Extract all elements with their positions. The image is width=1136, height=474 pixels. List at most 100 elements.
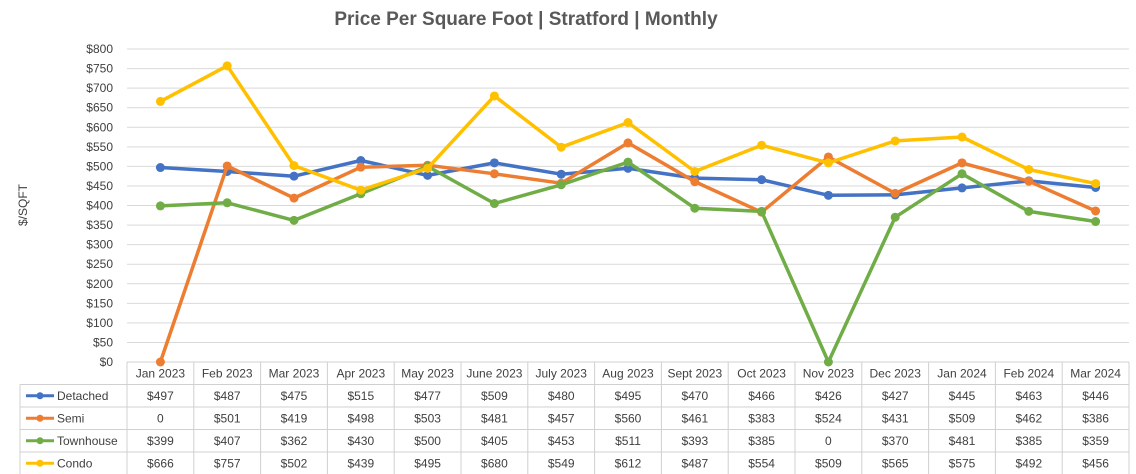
table-cell: $466 [748, 389, 775, 403]
table-cell: $463 [1015, 389, 1042, 403]
y-tick-label: $300 [86, 238, 113, 252]
data-point-condo [356, 185, 366, 195]
category-label: Mar 2024 [1070, 366, 1121, 380]
table-cell: $362 [281, 434, 308, 448]
table-cell: $431 [882, 411, 909, 425]
series-name: Townhouse [57, 434, 118, 448]
data-point-semi [957, 158, 967, 168]
y-tick-label: $200 [86, 277, 113, 291]
data-point-detached [757, 175, 767, 185]
y-tick-label: $800 [86, 42, 113, 56]
data-point-semi [1024, 176, 1034, 186]
table-cell: $560 [615, 411, 642, 425]
table-cell: $427 [882, 389, 909, 403]
table-cell: $509 [949, 411, 976, 425]
data-point-condo [890, 136, 900, 146]
table-cell: $386 [1082, 411, 1109, 425]
series-lines [155, 61, 1101, 367]
table-cell: $495 [615, 389, 642, 403]
y-tick-label: $550 [86, 140, 113, 154]
category-label: Jan 2024 [937, 366, 987, 380]
table-cell: 0 [157, 411, 164, 425]
category-label: Apr 2023 [336, 366, 385, 380]
y-tick-label: $350 [86, 218, 113, 232]
table-cell: $497 [147, 389, 174, 403]
data-point-semi [1091, 206, 1101, 216]
data-point-semi [356, 162, 366, 172]
data-point-semi [623, 138, 633, 148]
data-point-condo [690, 166, 700, 176]
data-point-semi [489, 169, 499, 179]
table-cell: $495 [414, 456, 441, 470]
data-point-townhouse [757, 206, 767, 216]
table-cell: $407 [214, 434, 241, 448]
y-tick-label: $750 [86, 62, 113, 76]
data-point-townhouse [222, 198, 232, 208]
category-label: Dec 2023 [870, 366, 922, 380]
data-point-semi [155, 357, 165, 367]
table-cell: $757 [214, 456, 241, 470]
legend-key-marker [36, 392, 44, 400]
gridlines [127, 48, 1129, 363]
table-cell: 0 [825, 434, 832, 448]
table-cell: $503 [414, 411, 441, 425]
table-cell: $666 [147, 456, 174, 470]
category-label: Feb 2023 [202, 366, 253, 380]
category-label: June 2023 [466, 366, 522, 380]
data-point-semi [890, 188, 900, 198]
table-cell: $385 [1015, 434, 1042, 448]
y-axis-label: $/SQFT [16, 183, 30, 226]
category-label: Aug 2023 [602, 366, 654, 380]
series-line-townhouse [158, 160, 1098, 364]
table-cell: $456 [1082, 456, 1109, 470]
table-cell: $565 [882, 456, 909, 470]
table-cell: $524 [815, 411, 842, 425]
data-point-detached [423, 170, 433, 180]
data-point-condo [289, 161, 299, 171]
table-cell: $554 [748, 456, 775, 470]
data-point-detached [823, 190, 833, 200]
y-tick-label: $500 [86, 159, 113, 173]
data-point-semi [690, 177, 700, 187]
table-cell: $385 [748, 434, 775, 448]
table-cell: $453 [548, 434, 575, 448]
legend-key-marker [36, 459, 44, 467]
table-cell: $393 [681, 434, 708, 448]
data-point-detached [289, 171, 299, 181]
data-point-townhouse [823, 357, 833, 367]
data-point-detached [957, 183, 967, 193]
data-point-semi [289, 193, 299, 203]
data-point-townhouse [155, 201, 165, 211]
data-point-townhouse [690, 203, 700, 213]
y-tick-label: $50 [93, 335, 113, 349]
table-cell: $509 [815, 456, 842, 470]
data-point-condo [423, 163, 433, 173]
table-cell: $549 [548, 456, 575, 470]
table-cell: $487 [214, 389, 241, 403]
data-point-condo [489, 91, 499, 101]
table-cell: $481 [481, 411, 508, 425]
series-name: Detached [57, 389, 108, 403]
y-tick-label: $600 [86, 120, 113, 134]
table-cell: $492 [1015, 456, 1042, 470]
data-point-detached [623, 163, 633, 173]
data-point-condo [623, 118, 633, 128]
table-cell: $430 [347, 434, 374, 448]
y-tick-label: $150 [86, 296, 113, 310]
table-cell: $419 [281, 411, 308, 425]
table-cell: $500 [414, 434, 441, 448]
table-cell: $470 [681, 389, 708, 403]
legend-key-marker [36, 414, 44, 422]
table-cell: $477 [414, 389, 441, 403]
table-cell: $359 [1082, 434, 1109, 448]
category-label: Feb 2024 [1003, 366, 1054, 380]
y-tick-label: $100 [86, 316, 113, 330]
y-tick-label: $400 [86, 199, 113, 213]
table-cell: $457 [548, 411, 575, 425]
category-label: Nov 2023 [803, 366, 855, 380]
table-cell: $502 [281, 456, 308, 470]
category-label: Sept 2023 [667, 366, 722, 380]
data-point-condo [1091, 179, 1101, 189]
table-cell: $475 [281, 389, 308, 403]
